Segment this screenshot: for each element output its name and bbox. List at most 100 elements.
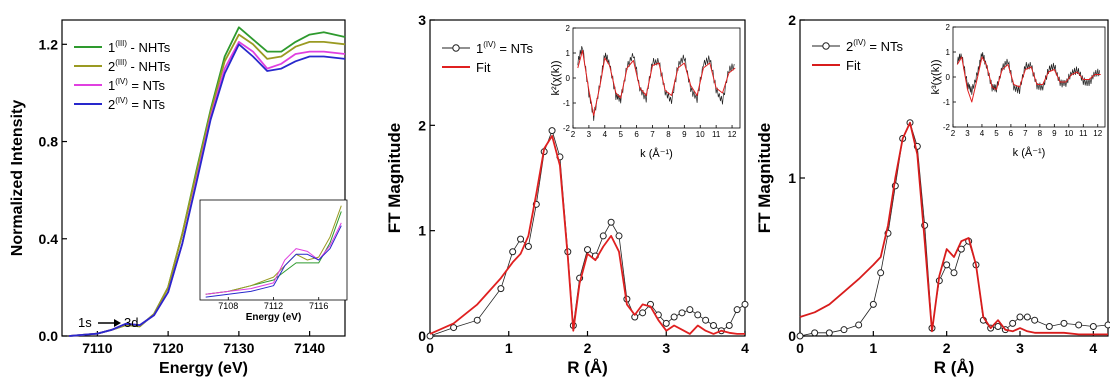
inset-0: 7108 7112 7116 Energy (eV) (199, 199, 348, 323)
data-point (670, 313, 678, 321)
inset-y-tick-label: 1 (566, 49, 571, 58)
data-point (741, 300, 749, 308)
legend-entry: Fit (846, 58, 861, 73)
data-point (1104, 321, 1110, 329)
pre-edge-annotation: 1s 3d (78, 315, 138, 330)
inset-x-tick-label: 4 (980, 129, 985, 138)
inset-y-axis-label: k³(χ(k)) (930, 59, 942, 94)
inset-x-tick-label: 8 (1038, 129, 1043, 138)
y-tick-label: 1.2 (39, 36, 59, 52)
data-point (1023, 313, 1031, 321)
inset-x-tick-label: 2 (951, 129, 956, 138)
inset-y-tick-label: -1 (943, 98, 951, 107)
inset-x-tick-label: 10 (1064, 129, 1073, 138)
x-tick-label: 0 (426, 340, 434, 356)
inset-x-tick-label: 10 (696, 130, 705, 139)
x-tick-label: 2 (584, 340, 592, 356)
inset-x-tick-label: 9 (682, 130, 687, 139)
data-point (1075, 321, 1083, 329)
legend-entry-superscript: (III) (115, 39, 127, 48)
data-point (825, 329, 833, 337)
legend-entry-name: 2 (846, 39, 853, 54)
inset-x-tick-label: 11 (712, 130, 721, 139)
inset-x-axis-label: Energy (eV) (246, 312, 302, 323)
series-line (799, 121, 1109, 337)
series-line (429, 135, 745, 335)
inset-series-group-1 (577, 46, 736, 121)
inset-y-tick-label: 1 (946, 48, 951, 57)
data-point (855, 321, 863, 329)
data-point (1045, 323, 1053, 331)
inset-x-tick-label: 2 (571, 130, 576, 139)
y-tick-label: 0.4 (39, 231, 59, 247)
y-tick-label: 0 (788, 328, 796, 344)
data-point (1009, 319, 1017, 327)
inset-x-tick-label: 12 (1093, 129, 1102, 138)
chart-0-axes: 7110 7120 7130 7140 0.0 0.4 0.8 1.2 Energy (eV) N… (9, 19, 346, 377)
data-point (811, 329, 819, 337)
annotation-arrow-head (114, 319, 121, 327)
x-tick-label: 7140 (294, 340, 325, 356)
inset-x-tick-label: 3 (587, 130, 592, 139)
data-point (725, 321, 733, 329)
series-line (956, 56, 1101, 103)
data-point (509, 248, 517, 256)
inset-x-tick-label: 4 (603, 130, 608, 139)
x-tick-label: 3 (662, 340, 670, 356)
legend-entry-name: 1 (108, 78, 115, 93)
inset-x-tick-label: 6 (1009, 129, 1014, 138)
legend-swatch-marker (452, 44, 460, 52)
legend-entry: 2(IV) = NTs (108, 96, 166, 112)
data-point (994, 323, 1002, 331)
data-point (662, 319, 670, 327)
legend-entry-name: Fit (846, 58, 861, 73)
legend-1: 1(IV) = NTs Fit (442, 40, 534, 75)
legend-entry-superscript: (III) (115, 58, 127, 67)
data-point (497, 285, 505, 293)
x-axis-label: Energy (eV) (159, 360, 248, 377)
x-tick-label: 3 (1016, 340, 1024, 356)
inset-y-tick-label: 0 (946, 73, 951, 82)
data-point (702, 316, 710, 324)
x-tick-label: 1 (869, 340, 877, 356)
data-point (615, 232, 623, 240)
y-tick-label: 0.8 (39, 134, 59, 150)
inset-x-axis-label: k (Å⁻¹) (1013, 146, 1046, 159)
data-point (639, 309, 647, 317)
x-tick-label: 0 (796, 340, 804, 356)
legend-entry: 2(IV) = NTs (846, 38, 904, 54)
annotation-to: 3d (124, 315, 138, 330)
data-point (599, 232, 607, 240)
inset-x-tick-label: 12 (728, 130, 737, 139)
legend-entry-name: 2 (108, 59, 115, 74)
inset-x-tick-label: 7 (1023, 129, 1028, 138)
data-point (1016, 313, 1024, 321)
inset-x-tick-label: 5 (994, 129, 999, 138)
series-line (69, 33, 346, 337)
data-point (796, 332, 804, 340)
x-axis-label: R (Å) (934, 358, 975, 377)
series-line (799, 121, 1108, 336)
data-point (517, 235, 525, 243)
x-tick-label: 7110 (82, 340, 113, 356)
legend-entry: Fit (476, 60, 491, 75)
legend-entry: 1(IV) = NTs (108, 77, 166, 93)
data-point (840, 326, 848, 334)
x-axis-label: R (Å) (567, 358, 608, 377)
legend-entry-superscript: (IV) (115, 77, 128, 86)
data-point (450, 324, 458, 332)
legend-entry-suffix: = NTs (866, 39, 904, 54)
inset-x-tick-label: 6 (634, 130, 639, 139)
inset-y-tick-label: -1 (563, 99, 571, 108)
legend-entry-suffix: - NHTs (127, 59, 171, 74)
y-tick-label: 1 (788, 170, 796, 186)
x-tick-label: 7120 (153, 340, 184, 356)
y-tick-label: 0 (418, 328, 426, 344)
x-tick-label: 4 (741, 340, 749, 356)
data-point (1089, 323, 1097, 331)
inset-x-tick-label: 11 (1079, 129, 1088, 138)
